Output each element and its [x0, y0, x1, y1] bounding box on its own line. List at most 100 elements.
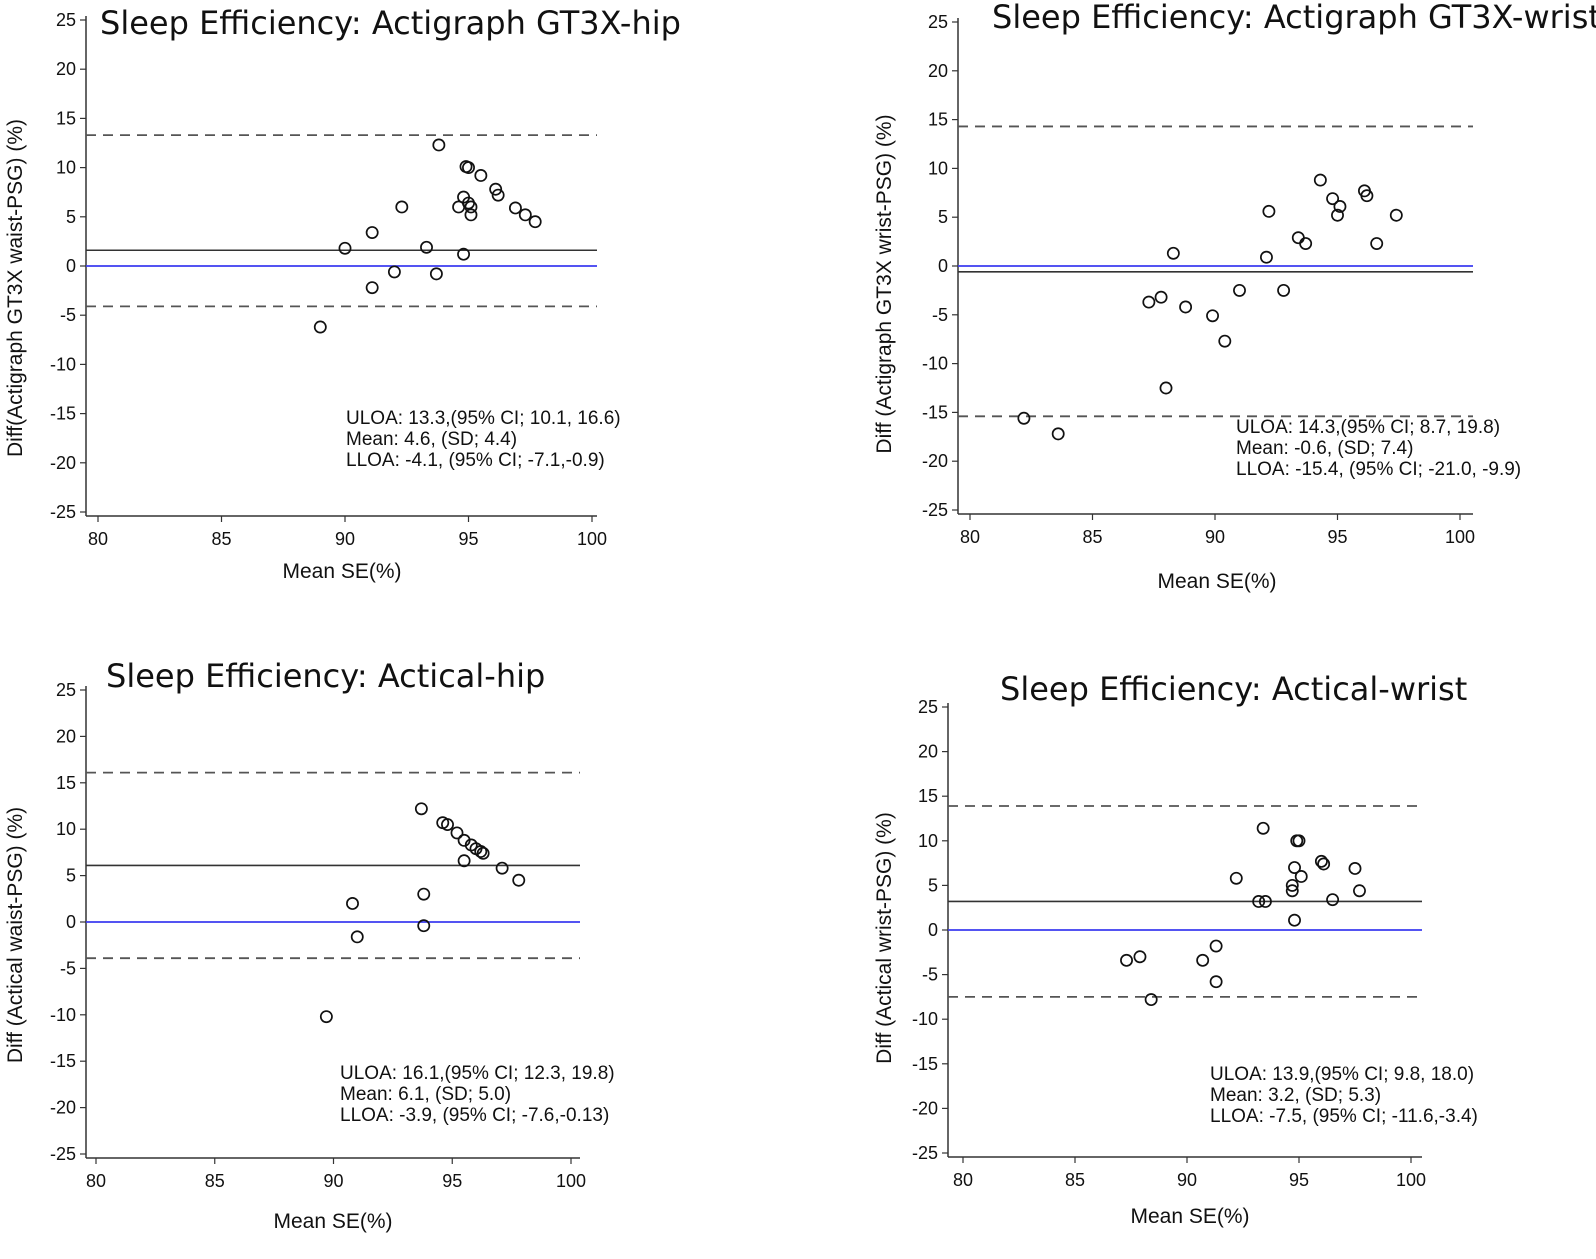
y-tick-label: -10 — [922, 354, 948, 374]
y-tick-label: 25 — [56, 10, 76, 30]
x-tick-label: 100 — [1396, 1170, 1426, 1190]
data-point — [1159, 381, 1173, 395]
stats-annotation: Mean: 4.6, (SD; 4.4) — [346, 429, 517, 450]
data-point — [464, 200, 478, 214]
stats-annotation: Mean: 6.1, (SD; 5.0) — [340, 1084, 511, 1105]
data-point — [1196, 953, 1210, 967]
data-point — [432, 138, 446, 152]
x-tick-label: 85 — [205, 1171, 225, 1191]
data-point — [476, 846, 490, 860]
data-point — [518, 208, 532, 222]
data-point — [1258, 895, 1272, 908]
data-point — [1209, 939, 1223, 953]
data-point — [462, 161, 475, 175]
y-tick-label: -25 — [50, 1144, 76, 1164]
data-point — [528, 215, 542, 229]
x-tick-label: 90 — [323, 1171, 343, 1191]
y-tick-label: 10 — [928, 158, 948, 178]
data-point — [464, 208, 478, 222]
data-point — [1333, 200, 1347, 213]
data-point — [1144, 993, 1158, 1007]
data-point — [346, 896, 359, 910]
data-point — [319, 1010, 333, 1024]
data-point — [457, 247, 471, 261]
stats-annotation: LLOA: -15.4, (95% CI; -21.0, -9.9) — [1236, 459, 1521, 480]
data-point — [429, 267, 443, 281]
y-tick-label: 15 — [56, 108, 76, 128]
data-point — [1209, 975, 1223, 989]
chart-panel-1: 25 20 15 10 5 0 -5 -10 -15 -20 -25 80 85 90 95 100 Sleep… — [4, 4, 681, 583]
y-tick-label: 10 — [56, 819, 76, 839]
data-point — [457, 854, 471, 868]
y-tick-label: -5 — [60, 958, 76, 978]
y-tick-label: 15 — [56, 773, 76, 793]
x-axis-title: Mean SE(%) — [282, 560, 401, 583]
y-tick-label: 5 — [928, 875, 938, 895]
data-point — [365, 281, 379, 295]
data-point — [1179, 300, 1193, 314]
x-tick-label: 95 — [458, 529, 478, 549]
y-tick-label: 0 — [928, 920, 938, 940]
x-axis-title: Mean SE(%) — [273, 1210, 392, 1233]
data-point — [489, 182, 503, 196]
data-point — [450, 826, 464, 840]
y-tick-label: 25 — [56, 680, 76, 700]
y-tick-label: 25 — [928, 12, 948, 32]
x-axis-title: Mean SE(%) — [1130, 1205, 1249, 1228]
data-point — [1291, 231, 1305, 245]
data-point — [474, 845, 488, 858]
chart-title: Sleep Efficiency: Actical-wrist — [1000, 670, 1467, 708]
x-tick-label: 85 — [211, 529, 231, 549]
y-tick-label: -20 — [50, 1098, 76, 1118]
y-tick-label: -15 — [922, 402, 948, 422]
y-tick-label: 15 — [928, 110, 948, 130]
data-point — [1326, 192, 1340, 206]
data-point — [1314, 854, 1328, 868]
x-tick-label: 90 — [335, 529, 355, 549]
data-point — [1370, 237, 1384, 251]
stats-annotation: Mean: 3.2, (SD; 5.3) — [1210, 1085, 1381, 1106]
stats-annotation: ULOA: 14.3,(95% CI; 8.7, 19.8) — [1236, 417, 1500, 438]
x-tick-label: 80 — [960, 527, 980, 547]
chart-panel-4: 25 20 15 10 5 0 -5 -10 -15 -20 -25 80 85 90 95 100 Sleep… — [873, 670, 1478, 1228]
data-point — [1142, 295, 1156, 309]
data-point — [365, 226, 379, 239]
data-point — [338, 241, 352, 255]
data-point — [420, 240, 433, 254]
y-tick-label: -5 — [60, 305, 76, 325]
chart-title: Sleep Efficiency: Actigraph GT3X-wrist — [992, 0, 1596, 36]
data-point — [1252, 895, 1266, 908]
x-tick-label: 80 — [953, 1170, 973, 1190]
data-point — [387, 265, 401, 279]
y-tick-label: -10 — [50, 354, 76, 374]
y-tick-label: 15 — [918, 786, 938, 806]
y-tick-label: 0 — [938, 256, 948, 276]
x-tick-label: 100 — [1445, 527, 1475, 547]
x-tick-label: 90 — [1177, 1170, 1197, 1190]
y-axis-title: Diff (Actigraph GT3X wrist-PSG) (%) — [873, 114, 896, 453]
data-point — [1360, 189, 1374, 203]
data-point — [1154, 290, 1168, 304]
y-tick-label: -20 — [912, 1098, 938, 1118]
stats-annotation: LLOA: -7.5, (95% CI; -11.6,-3.4) — [1210, 1106, 1478, 1127]
chart-title: Sleep Efficiency: Actical-hip — [106, 657, 545, 695]
data-point — [1288, 861, 1301, 875]
x-tick-label: 95 — [442, 1171, 462, 1191]
y-tick-label: -5 — [922, 965, 938, 985]
chart-panel-3: 25 20 15 10 5 0 -5 -10 -15 -20 -25 80 85 90 95 100 Sleep… — [4, 657, 615, 1233]
y-tick-label: -10 — [50, 1005, 76, 1025]
stats-annotation: ULOA: 13.3,(95% CI; 10.1, 16.6) — [346, 408, 621, 429]
data-point — [1120, 953, 1133, 967]
data-point — [1285, 884, 1299, 898]
y-axis-title: Diff (Actical waist-PSG) (%) — [4, 807, 27, 1063]
data-point — [1051, 427, 1065, 441]
data-point — [1389, 208, 1403, 222]
data-point — [1256, 821, 1270, 835]
stats-annotation: LLOA: -3.9, (95% CI; -7.6,-0.13) — [340, 1105, 609, 1126]
data-point — [491, 188, 505, 202]
y-tick-label: 20 — [918, 742, 938, 762]
data-point — [414, 802, 428, 816]
x-tick-label: 80 — [88, 529, 108, 549]
y-tick-label: -20 — [922, 451, 948, 471]
